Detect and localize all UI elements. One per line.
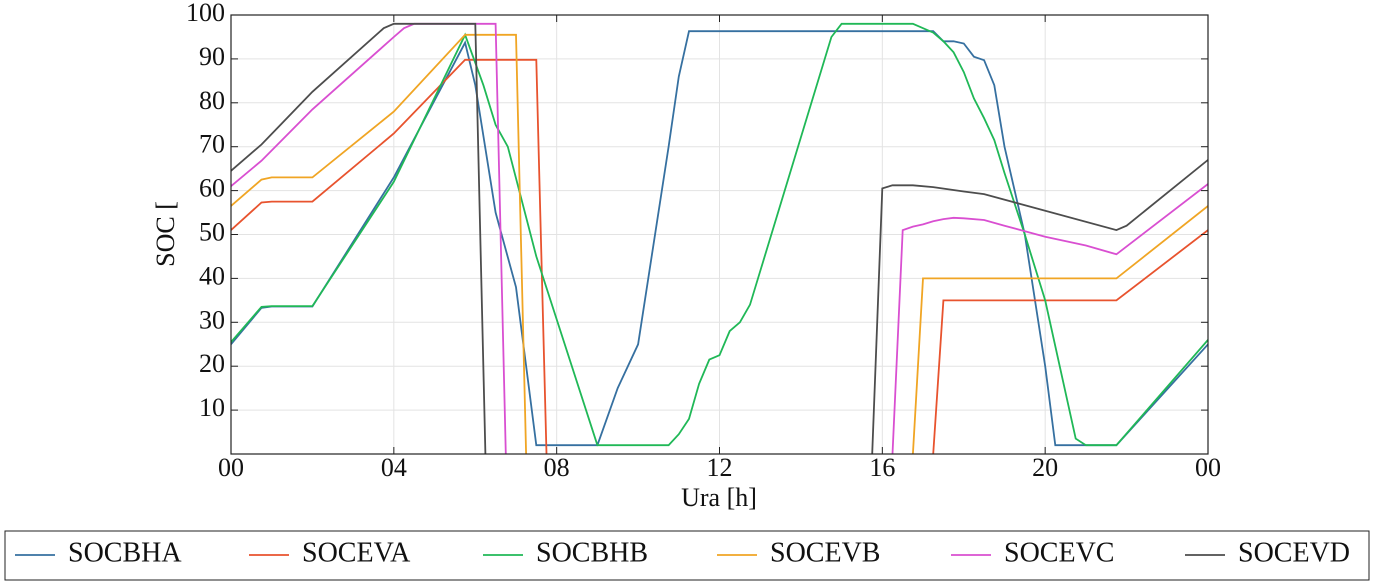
x-tick-label: 00 — [1195, 453, 1221, 482]
legend-label: SOCBHB — [536, 537, 648, 568]
x-tick-label: 00 — [218, 453, 244, 482]
legend-label: SOCEVD — [1238, 537, 1350, 568]
legend-label: SOCEVC — [1004, 537, 1114, 568]
y-tick-label: 40 — [199, 261, 225, 290]
x-tick-label: 04 — [381, 453, 407, 482]
y-tick-label: 100 — [186, 0, 225, 27]
y-tick-label: 70 — [199, 130, 225, 159]
series-line — [231, 30, 1208, 447]
legend-label: SOCBHA — [68, 537, 182, 568]
y-tick-label: 90 — [199, 42, 225, 71]
series-line — [231, 22, 1208, 454]
x-tick-label: 08 — [544, 453, 570, 482]
legend-box — [4, 530, 1370, 581]
y-tick-label: 30 — [199, 305, 225, 334]
y-tick-label: 60 — [199, 174, 225, 203]
series-line — [231, 58, 1208, 454]
x-tick-label: 12 — [707, 453, 733, 482]
y-tick-label: 50 — [199, 217, 225, 246]
y-axis-label: SOC [ — [151, 201, 180, 267]
legend-label: SOCEVB — [770, 537, 880, 568]
lines — [231, 22, 1208, 454]
y-tick-label: 80 — [199, 86, 225, 115]
x-tick-label: 16 — [869, 453, 895, 482]
series-line — [231, 22, 1208, 447]
y-tick-label: 20 — [199, 349, 225, 378]
x-axis-label: Ura [h] — [681, 483, 757, 512]
series-line — [231, 33, 1208, 454]
y-tick-label: 10 — [199, 393, 225, 422]
x-tick-label: 20 — [1032, 453, 1058, 482]
legend-label: SOCEVA — [302, 537, 411, 568]
grid — [230, 14, 1209, 454]
series-line — [231, 22, 1208, 454]
